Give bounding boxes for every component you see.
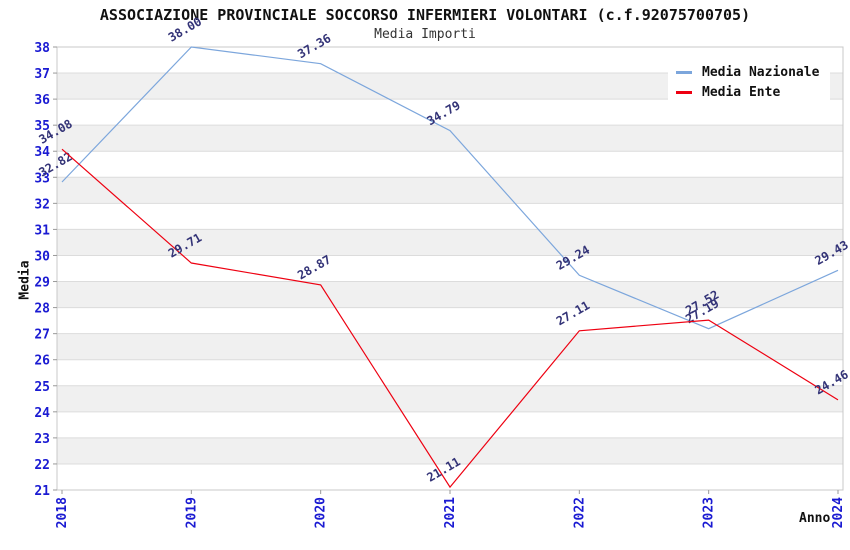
x-tick-label: 2020 — [314, 497, 329, 528]
y-tick-label: 28 — [34, 302, 50, 317]
y-tick-label: 37 — [34, 67, 50, 82]
y-tick-label: 23 — [34, 432, 50, 447]
x-tick-label: 2021 — [443, 497, 458, 528]
x-tick-label: 2019 — [184, 497, 199, 528]
y-tick-label: 36 — [34, 93, 50, 108]
plot-band — [57, 359, 843, 386]
y-tick-label: 22 — [34, 458, 50, 473]
legend-item-media-nazionale: Media Nazionale — [676, 62, 822, 82]
plot-band — [57, 307, 843, 334]
y-tick-label: 26 — [34, 354, 50, 369]
plot-band — [57, 437, 843, 464]
y-tick-label: 21 — [34, 484, 50, 499]
plot-band — [57, 333, 843, 360]
plot-band — [57, 229, 843, 256]
x-tick-label: 2023 — [702, 497, 717, 528]
plot-band — [57, 151, 843, 178]
y-tick-label: 33 — [34, 171, 50, 186]
data-label-media-nazionale: 38.00 — [166, 14, 204, 44]
x-axis-label: Anno — [799, 511, 831, 526]
chart-subtitle: Media Importi — [374, 27, 476, 42]
y-tick-label: 30 — [34, 249, 50, 264]
y-tick-label: 32 — [34, 197, 50, 212]
plot-band — [57, 281, 843, 308]
plot-band — [57, 203, 843, 230]
chart-title: ASSOCIAZIONE PROVINCIALE SOCCORSO INFERM… — [99, 6, 751, 24]
x-tick-label: 2024 — [831, 497, 846, 528]
x-tick-label: 2018 — [55, 497, 70, 528]
y-tick-label: 25 — [34, 380, 50, 395]
y-tick-label: 24 — [34, 406, 50, 421]
y-tick-label: 27 — [34, 328, 50, 343]
plot-band — [57, 177, 843, 204]
media-nazionale-line-swatch-icon — [676, 70, 692, 74]
plot-band — [57, 385, 843, 412]
series-line-media-ente — [61, 148, 839, 489]
y-tick-label: 29 — [34, 276, 50, 291]
y-tick-label: 34 — [34, 145, 50, 160]
chart-legend: Media Nazionale Media Ente — [668, 56, 830, 108]
plot-band — [57, 463, 843, 490]
plot-band — [57, 411, 843, 438]
y-tick-label: 38 — [34, 41, 50, 56]
y-tick-label: 35 — [34, 119, 50, 134]
y-tick-label: 31 — [34, 223, 50, 238]
legend-label: Media Ente — [702, 84, 781, 100]
x-tick-label: 2022 — [572, 497, 587, 528]
series-line-media-nazionale — [61, 46, 839, 330]
legend-label: Media Nazionale — [702, 64, 820, 80]
media-ente-line-swatch-icon — [676, 90, 692, 94]
plot-band — [57, 125, 843, 152]
y-axis-label: Media — [17, 260, 33, 300]
legend-item-media-ente: Media Ente — [676, 82, 822, 102]
